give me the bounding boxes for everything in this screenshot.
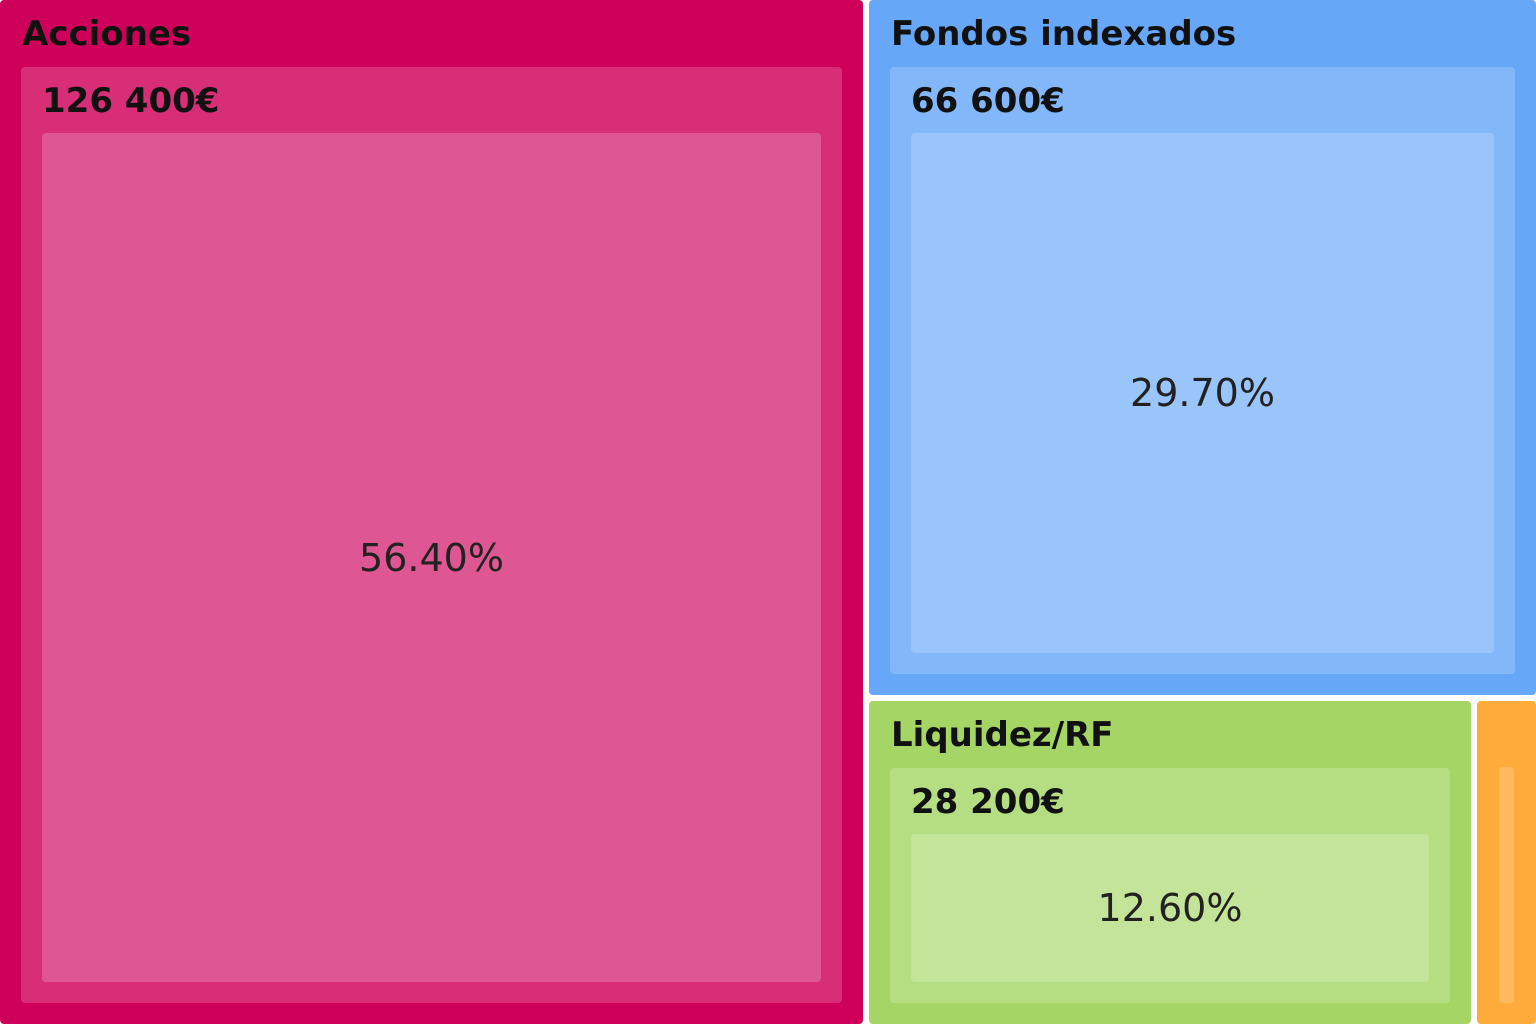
value-box-other: [1499, 767, 1514, 1003]
value-box-acciones: 126 400€ 56.40%: [21, 67, 842, 1003]
value-label-liquidez-rf: 28 200€: [911, 782, 1065, 822]
tile-liquidez-rf[interactable]: Liquidez/RF 28 200€ 12.60%: [869, 701, 1471, 1024]
percent-label-fondos-indexados: 29.70%: [1130, 371, 1275, 415]
value-label-acciones: 126 400€: [42, 81, 220, 121]
category-label-liquidez-rf: Liquidez/RF: [891, 715, 1114, 755]
value-label-fondos-indexados: 66 600€: [911, 81, 1065, 121]
value-box-liquidez-rf: 28 200€ 12.60%: [890, 768, 1450, 1003]
percent-box-acciones: 56.40%: [42, 133, 821, 982]
category-label-fondos-indexados: Fondos indexados: [891, 14, 1237, 54]
category-label-acciones: Acciones: [22, 14, 192, 54]
percent-box-liquidez-rf: 12.60%: [911, 834, 1429, 982]
tile-other[interactable]: [1477, 701, 1536, 1024]
percent-box-fondos-indexados: 29.70%: [911, 133, 1494, 653]
tile-acciones[interactable]: Acciones 126 400€ 56.40%: [0, 0, 863, 1024]
tile-fondos-indexados[interactable]: Fondos indexados 66 600€ 29.70%: [869, 0, 1536, 695]
percent-label-liquidez-rf: 12.60%: [1097, 886, 1243, 930]
percent-label-acciones: 56.40%: [359, 535, 504, 580]
value-box-fondos-indexados: 66 600€ 29.70%: [890, 67, 1515, 674]
